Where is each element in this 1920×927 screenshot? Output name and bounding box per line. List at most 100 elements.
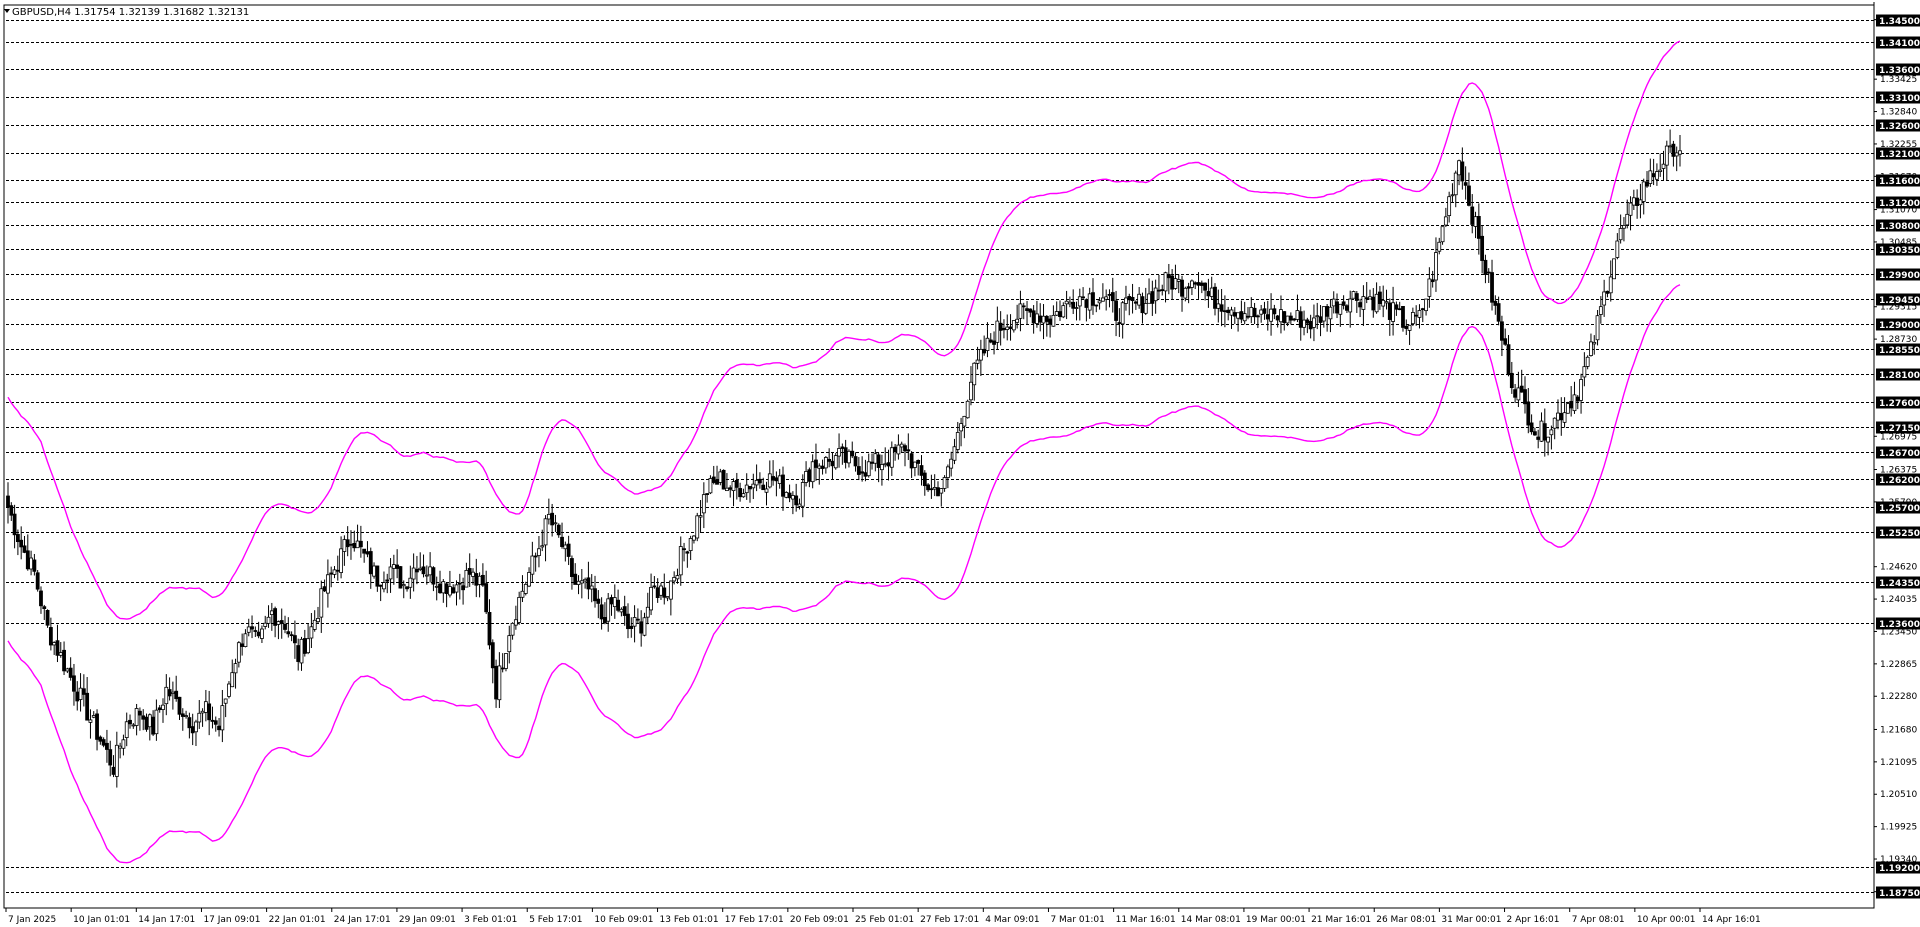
candle-body	[1668, 145, 1673, 148]
candle-body	[1417, 310, 1422, 318]
candle-body	[1618, 228, 1623, 241]
candle	[1608, 260, 1613, 302]
candle	[659, 582, 663, 600]
caption-dropdown-icon[interactable]	[4, 9, 10, 13]
level-label-box	[1876, 268, 1920, 281]
level-label: 1.34100	[1879, 39, 1920, 49]
candle	[1612, 258, 1616, 280]
candle	[616, 589, 620, 613]
candle-body	[329, 572, 334, 575]
candle-body	[42, 606, 47, 610]
candle	[1015, 304, 1020, 329]
candle-body	[1153, 287, 1158, 302]
candle-body	[388, 566, 393, 580]
candle	[698, 500, 703, 533]
candle-body	[197, 712, 202, 723]
candle-body	[688, 538, 693, 551]
candle-body	[1503, 338, 1508, 345]
candle-body	[95, 713, 99, 740]
candle	[1041, 304, 1046, 340]
candle	[1645, 171, 1649, 188]
candle	[843, 439, 848, 469]
candle	[754, 464, 759, 492]
candle-body	[728, 487, 733, 490]
candle	[154, 699, 159, 741]
candle-body	[936, 487, 940, 497]
candle-body	[1516, 387, 1521, 401]
candle-body	[1546, 436, 1550, 443]
time-tick-label: 29 Jan 09:01	[399, 915, 456, 925]
candle-body	[1061, 305, 1066, 318]
candle	[589, 574, 594, 603]
candle	[817, 463, 822, 485]
level-label-box	[1876, 501, 1920, 514]
candle	[480, 563, 485, 587]
candle	[428, 552, 433, 583]
candle	[1335, 293, 1339, 319]
candle	[1519, 369, 1524, 393]
candle	[586, 561, 591, 600]
candle-body	[250, 626, 254, 630]
candle-body	[105, 742, 109, 750]
candle	[599, 597, 604, 630]
candle	[325, 559, 330, 608]
candle-body	[504, 653, 508, 669]
candle	[603, 602, 607, 625]
candle-body	[217, 725, 221, 731]
candle-body	[1328, 306, 1333, 320]
candle	[919, 455, 924, 486]
candle	[1008, 314, 1013, 341]
candle-body	[339, 548, 343, 573]
candle	[1562, 397, 1567, 428]
candle-body	[39, 590, 43, 607]
candle-body	[589, 585, 594, 590]
candle	[1618, 214, 1623, 244]
candle-body	[342, 539, 347, 552]
candle-body	[467, 568, 472, 575]
candle-body	[454, 584, 459, 593]
candle-body	[1206, 291, 1211, 297]
candle-body	[1384, 301, 1389, 304]
candle	[899, 441, 904, 453]
level-label: 1.28100	[1879, 371, 1920, 381]
candle-body	[273, 608, 278, 626]
candle	[1361, 285, 1366, 326]
candle-body	[738, 488, 743, 498]
level-label-box	[1876, 119, 1920, 132]
candle-body	[1213, 286, 1217, 309]
candle	[65, 667, 70, 674]
candle	[329, 566, 334, 588]
candle	[1193, 281, 1198, 290]
level-label-box	[1876, 318, 1920, 331]
candle-body	[1552, 417, 1557, 429]
candle	[1203, 282, 1208, 301]
candle	[296, 638, 301, 671]
candle	[1526, 387, 1531, 434]
candle-body	[939, 488, 944, 494]
candle-body	[1186, 286, 1191, 289]
candle-body	[1163, 272, 1168, 292]
candle	[645, 592, 650, 625]
candle-body	[306, 638, 311, 654]
candle-body	[1041, 315, 1046, 324]
candle	[451, 584, 456, 594]
candle	[1077, 288, 1082, 321]
candle	[1434, 237, 1438, 292]
candle-body	[639, 621, 644, 634]
candle-body	[1364, 297, 1369, 300]
candle	[477, 572, 482, 598]
candle	[1424, 298, 1428, 316]
candle-body	[1015, 318, 1020, 323]
candle	[358, 525, 363, 558]
candle	[1262, 301, 1267, 320]
candle-body	[1279, 309, 1283, 323]
candle	[1302, 310, 1306, 336]
candle	[1176, 274, 1181, 294]
candle	[965, 399, 970, 419]
candle	[866, 453, 871, 478]
candle-body	[1394, 304, 1399, 310]
candle-body	[35, 572, 40, 590]
level-label: 1.31600	[1879, 177, 1920, 187]
